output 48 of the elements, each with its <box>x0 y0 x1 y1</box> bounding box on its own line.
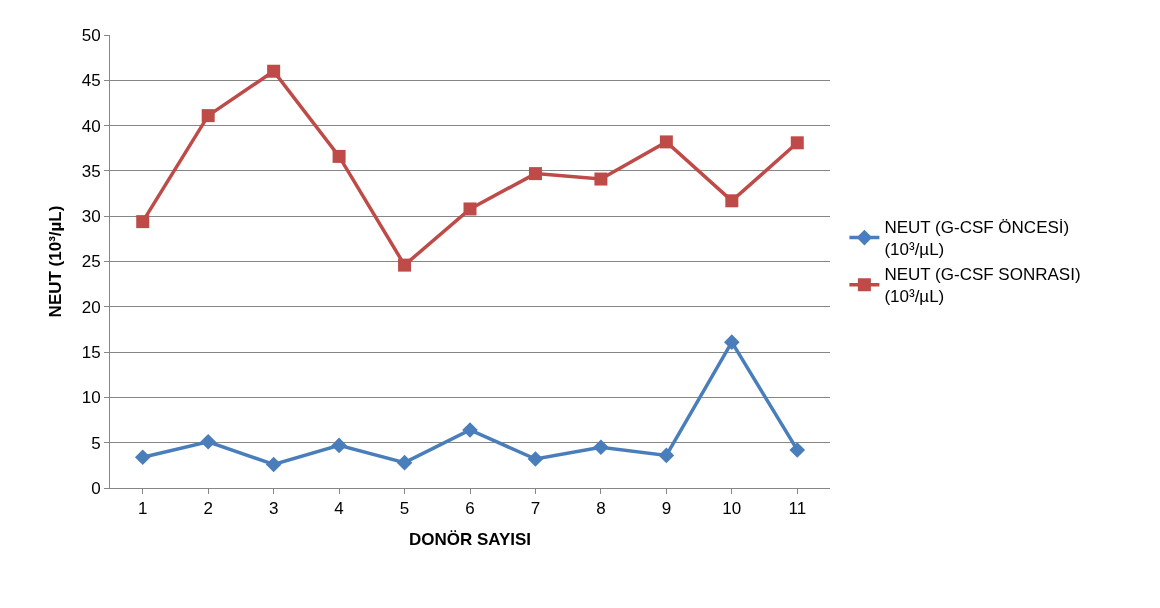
point <box>267 64 281 78</box>
point <box>527 451 544 467</box>
point <box>790 136 804 150</box>
y-tick-label: 25 <box>81 252 101 272</box>
y-tick-label: 5 <box>91 433 101 453</box>
x-tick-label: 6 <box>465 499 475 519</box>
point <box>725 194 739 208</box>
point <box>332 149 346 163</box>
point <box>463 202 477 216</box>
point <box>658 447 675 464</box>
y-tick-label: 0 <box>91 478 101 498</box>
x-tick-label: 9 <box>661 499 672 519</box>
x-tick-label: 10 <box>722 499 742 519</box>
y-tick-label: 40 <box>81 116 101 136</box>
point <box>396 454 413 471</box>
y-tick-label: 35 <box>81 161 101 181</box>
x-tick-label: 7 <box>530 499 541 519</box>
point <box>594 172 608 186</box>
point <box>331 437 347 454</box>
point <box>200 433 216 450</box>
x-tick-label: 1 <box>138 499 148 519</box>
y-tick-label: 15 <box>81 343 101 363</box>
x-tick-label: 4 <box>334 499 344 519</box>
x-tick-label: 11 <box>788 499 807 519</box>
point <box>398 258 412 272</box>
point <box>201 109 215 123</box>
legend-label: NEUT (G-CSF ÖNCESİ) (10³/µL) <box>884 218 1070 260</box>
x-tick-label: 8 <box>596 499 606 519</box>
x-axis-title: DONÖR SAYISI <box>408 529 532 549</box>
x-tick-label: 3 <box>268 499 279 519</box>
legend-label: NEUT (G-CSF SONRASI) (10³/µL) <box>884 265 1081 307</box>
y-tick-label: 20 <box>81 297 101 317</box>
y-tick-label: 50 <box>81 25 101 45</box>
point <box>136 215 150 229</box>
y-axis-title: NEUT (10³/µL) <box>46 205 66 318</box>
y-tick-label: 45 <box>81 71 101 91</box>
point <box>134 449 151 465</box>
point <box>593 439 609 456</box>
y-tick-label: 10 <box>81 388 101 408</box>
y-tick-label: 30 <box>81 207 101 227</box>
point <box>724 334 740 350</box>
x-tick-label: 2 <box>203 499 213 519</box>
point <box>659 135 673 149</box>
point <box>265 456 282 473</box>
point <box>462 422 478 438</box>
point <box>528 167 542 181</box>
point <box>789 442 806 458</box>
x-tick-label: 5 <box>399 499 410 519</box>
